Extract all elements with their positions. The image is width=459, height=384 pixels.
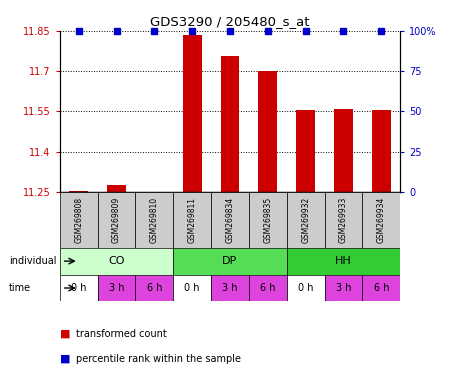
Text: time: time bbox=[9, 283, 31, 293]
Text: 0 h: 0 h bbox=[184, 283, 200, 293]
Bar bbox=[135, 192, 173, 248]
Bar bbox=[173, 275, 211, 301]
Text: 6 h: 6 h bbox=[373, 283, 388, 293]
Bar bbox=[211, 275, 248, 301]
Text: DP: DP bbox=[222, 256, 237, 266]
Bar bbox=[60, 275, 97, 301]
Bar bbox=[286, 275, 324, 301]
Bar bbox=[286, 248, 399, 275]
Text: GSM269809: GSM269809 bbox=[112, 197, 121, 243]
Bar bbox=[173, 192, 211, 248]
Bar bbox=[220, 56, 239, 192]
Text: GSM269934: GSM269934 bbox=[376, 197, 385, 243]
Text: HH: HH bbox=[334, 256, 351, 266]
Text: individual: individual bbox=[9, 256, 56, 266]
Text: GSM269808: GSM269808 bbox=[74, 197, 83, 243]
Bar bbox=[286, 192, 324, 248]
Bar bbox=[371, 110, 390, 192]
Text: GSM269810: GSM269810 bbox=[150, 197, 158, 243]
Bar bbox=[60, 192, 97, 248]
Bar bbox=[324, 275, 362, 301]
Text: ■: ■ bbox=[60, 329, 70, 339]
Bar bbox=[324, 192, 362, 248]
Text: ■: ■ bbox=[60, 354, 70, 364]
Bar bbox=[97, 192, 135, 248]
Title: GDS3290 / 205480_s_at: GDS3290 / 205480_s_at bbox=[150, 15, 309, 28]
Bar bbox=[135, 275, 173, 301]
Bar bbox=[362, 275, 399, 301]
Text: 0 h: 0 h bbox=[297, 283, 313, 293]
Bar bbox=[173, 248, 286, 275]
Text: GSM269811: GSM269811 bbox=[187, 197, 196, 243]
Text: 6 h: 6 h bbox=[259, 283, 275, 293]
Bar bbox=[211, 192, 248, 248]
Bar bbox=[362, 192, 399, 248]
Text: 3 h: 3 h bbox=[108, 283, 124, 293]
Bar bbox=[296, 110, 314, 192]
Bar bbox=[258, 71, 277, 192]
Bar bbox=[248, 275, 286, 301]
Bar bbox=[248, 192, 286, 248]
Bar bbox=[107, 185, 126, 192]
Text: GSM269834: GSM269834 bbox=[225, 197, 234, 243]
Text: percentile rank within the sample: percentile rank within the sample bbox=[76, 354, 241, 364]
Text: GSM269933: GSM269933 bbox=[338, 197, 347, 243]
Bar bbox=[97, 275, 135, 301]
Text: GSM269835: GSM269835 bbox=[263, 197, 272, 243]
Text: CO: CO bbox=[108, 256, 124, 266]
Bar bbox=[333, 109, 352, 192]
Text: 0 h: 0 h bbox=[71, 283, 86, 293]
Text: GSM269932: GSM269932 bbox=[301, 197, 309, 243]
Text: 3 h: 3 h bbox=[335, 283, 351, 293]
Text: transformed count: transformed count bbox=[76, 329, 166, 339]
Text: 3 h: 3 h bbox=[222, 283, 237, 293]
Bar bbox=[60, 248, 173, 275]
Text: 6 h: 6 h bbox=[146, 283, 162, 293]
Bar bbox=[182, 35, 201, 192]
